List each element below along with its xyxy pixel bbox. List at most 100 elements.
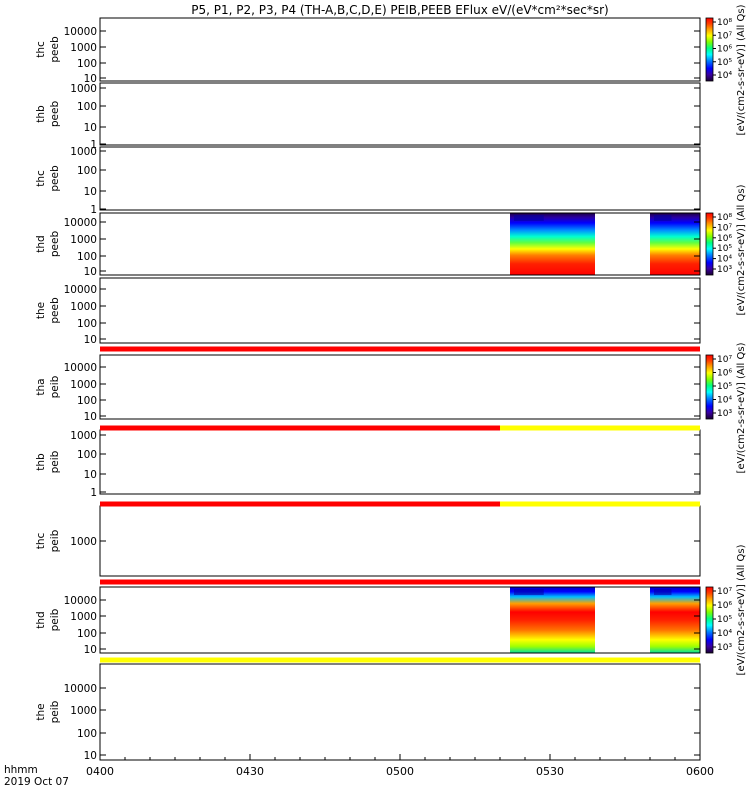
y-tick-label: 10000: [64, 26, 97, 38]
y-tick-label: 1000: [70, 705, 97, 717]
y-tick-label: 10: [84, 186, 97, 198]
colorbar-tick-label: 10⁵: [717, 244, 732, 254]
y-tick-label: 100: [77, 251, 97, 263]
colorbar-gradient: [705, 212, 714, 276]
x-tick-label: 0530: [536, 765, 564, 778]
panel-frame: [99, 277, 701, 344]
y-tick-label: 10: [84, 334, 97, 346]
panel-thd-peeb: 10 100 1000 10000 thd peeb: [35, 212, 701, 278]
y-tick-label: 10: [84, 411, 97, 423]
colorbar-unit-label: [eV/(cm2-s-sr-eV)] (All Qs): [736, 342, 747, 473]
colorbar-tick-label: 10⁷: [717, 355, 732, 365]
panel-the-peib: 10 100 1000 10000 the peib: [35, 663, 701, 762]
mode-bar-segment: [100, 425, 500, 431]
colorbar-tick-label: 10⁶: [717, 601, 732, 611]
colorbar-tick-label: 10³: [717, 643, 732, 653]
y-axis-label: peib: [49, 608, 61, 631]
colorbar-unit-label: [eV/(cm2-s-sr-eV)] (All Qs): [736, 184, 747, 315]
panel-thb-peeb: 1 10 100 1000 thb peeb: [35, 82, 701, 151]
colorbar-tick-label: 10⁷: [717, 223, 732, 233]
panel-frame: [99, 354, 701, 420]
x-tick-label: 0400: [86, 765, 114, 778]
y-axis-label: thd: [35, 235, 47, 252]
y-tick-label: 1000: [70, 42, 97, 54]
y-tick-label: 10000: [64, 362, 97, 374]
y-tick-label: 10: [84, 644, 97, 656]
colorbar-tick-label: 10⁴: [717, 629, 732, 639]
y-tick-label: 10000: [64, 595, 97, 607]
colorbar-3: 10³ 10⁴ 10⁵ 10⁶ 10⁷ [eV/(cm2-s-sr-eV)] (All Q…: [705, 342, 747, 473]
y-axis-label: thc: [35, 170, 47, 187]
panel-frame: [99, 212, 701, 276]
y-axis-label: peib: [49, 450, 61, 473]
y-axis-label: peeb: [49, 101, 61, 128]
colorbar-tick-label: 10³: [717, 409, 732, 419]
y-tick-label: 10000: [64, 683, 97, 695]
mode-bar-segment: [100, 346, 700, 352]
y-tick-label: 1000: [70, 234, 97, 246]
panel-frame: [99, 663, 701, 761]
y-tick-label: 1000: [70, 379, 97, 391]
colorbar-tick-label: 10⁷: [717, 31, 732, 41]
y-tick-label: 100: [77, 318, 97, 330]
colorbar-gradient: [705, 354, 714, 420]
panel-the-peeb: 10 100 1000 10000 the peeb: [35, 277, 701, 346]
y-tick-label: 10: [84, 750, 97, 762]
y-tick-label: 100: [77, 165, 97, 177]
colorbar-tick-label: 10⁶: [717, 234, 732, 244]
spectrogram-block: [510, 213, 595, 275]
panel-frame: [99, 146, 701, 211]
y-axis-label: the: [35, 302, 47, 319]
colorbar-tick-label: 10⁴: [717, 255, 732, 265]
mode-bar-stack: [100, 346, 700, 663]
y-axis-label: thd: [35, 611, 47, 628]
y-tick-label: 10000: [64, 284, 97, 296]
y-axis-label: peib: [49, 700, 61, 723]
y-axis-label: peeb: [49, 297, 61, 324]
y-axis-label: the: [35, 703, 47, 720]
y-axis-label: peeb: [49, 231, 61, 258]
x-axis-corner-label: hhmm: [4, 764, 38, 776]
y-tick-label: 10: [84, 73, 97, 85]
y-axis-label: thb: [35, 105, 47, 123]
colorbar-unit-label: [eV/(cm2-s-sr-eV)] (All Qs): [736, 544, 747, 675]
spectrogram-block: [650, 213, 700, 275]
y-tick-label: 1000: [70, 536, 97, 548]
y-axis-label: peib: [49, 375, 61, 398]
spectrogram-block: [650, 587, 700, 653]
y-tick-label: 100: [77, 628, 97, 640]
panel-thd-peib: 10 100 1000 10000 thd peib: [35, 586, 701, 656]
y-tick-label: 10: [84, 122, 97, 134]
colorbar-4: 10³ 10⁴ 10⁵ 10⁶ 10⁷ [eV/(cm2-s-sr-eV)] (All Q…: [705, 544, 747, 675]
y-tick-label: 10000: [64, 217, 97, 229]
panel-thc-peeb: 1 10 100 1000 thc peeb: [35, 146, 701, 216]
panel-frame: [99, 429, 701, 495]
y-axis-label: peib: [49, 529, 61, 552]
spectrogram-block: [510, 587, 595, 653]
colorbar-tick-label: 10⁵: [717, 615, 732, 625]
x-tick-label: 0500: [386, 765, 414, 778]
spectrogram-texture: [514, 589, 544, 595]
y-tick-label: 100: [77, 395, 97, 407]
spectrogram-texture: [654, 589, 672, 595]
panel-frame: [99, 586, 701, 654]
time-axis: 0400 0430 0500 0530 0600: [86, 754, 714, 778]
colorbar-gradient: [705, 17, 714, 82]
colorbar-tick-label: 10⁶: [717, 45, 732, 55]
x-tick-label: 0600: [686, 765, 714, 778]
panel-frame: [99, 17, 701, 82]
colorbar-tick-label: 10⁸: [717, 213, 732, 223]
panel-thc-peeb: 10 100 1000 10000 thc peeb: [35, 17, 701, 85]
y-tick-label: 100: [77, 101, 97, 113]
colorbar-1: 10⁴ 10⁵ 10⁶ 10⁷ 10⁸ [eV/(cm2-s-sr-eV)] (All Q…: [705, 4, 747, 135]
colorbar-tick-label: 10⁸: [717, 18, 732, 28]
colorbar-tick-label: 10⁵: [717, 382, 732, 392]
y-tick-label: 1: [90, 487, 97, 499]
colorbar-gradient: [705, 586, 714, 654]
spectrogram-texture: [514, 215, 544, 221]
colorbar-tick-label: 10⁴: [717, 396, 732, 406]
